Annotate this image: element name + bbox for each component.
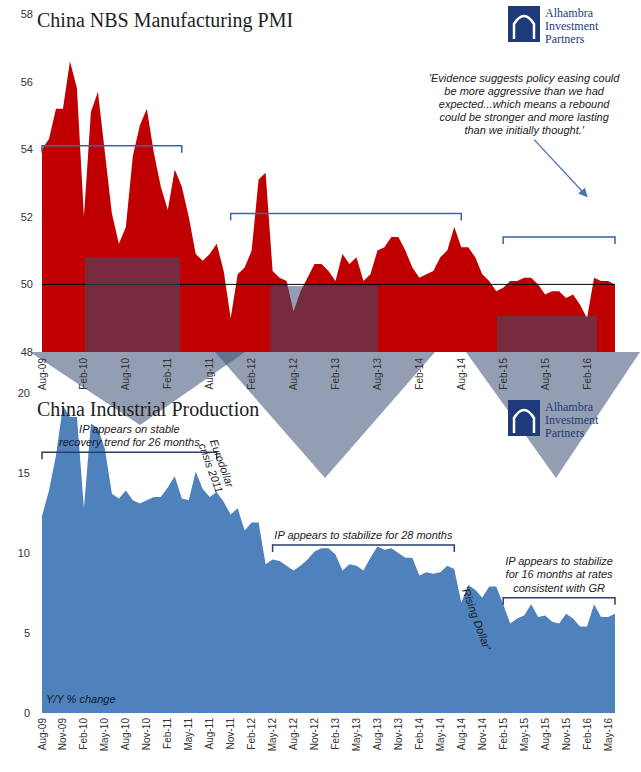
bracket-label: recovery trend for 26 months (59, 436, 200, 448)
x-tick-label: Feb-13 (330, 718, 341, 750)
x-tick-label: Nov-13 (393, 718, 404, 751)
x-tick-label: Nov-09 (57, 718, 68, 751)
chart-title: China Industrial Production (37, 398, 259, 420)
x-tick-label: May-12 (267, 718, 278, 752)
x-tick-label: Aug-10 (120, 718, 131, 751)
y-tick-label: 10 (18, 547, 30, 559)
y-tick-label: 0 (24, 707, 30, 719)
x-tick-label: Feb-14 (414, 358, 425, 390)
x-tick-label: Feb-11 (162, 718, 173, 749)
bracket-label: IP appears to stabilize for 28 months (274, 529, 453, 541)
logo-text: Alhambra (545, 6, 594, 20)
event-label-text: crisis 2011 (197, 442, 226, 495)
y-tick-label: 20 (18, 387, 30, 399)
logo-mark (508, 400, 540, 436)
logo-text: Investment (545, 19, 599, 33)
x-tick-label: Nov-15 (561, 718, 572, 751)
x-tick-label: Aug-14 (456, 358, 467, 391)
chart-canvas: 485052545658Aug-09Feb-10Aug-10Feb-11Aug-… (0, 0, 641, 772)
decoration-layer (30, 140, 640, 605)
x-tick-label: Aug-12 (288, 718, 299, 751)
annotation: expected...which means a rebound (439, 98, 610, 110)
x-tick-label: Aug-15 (540, 358, 551, 391)
logo-text: Alhambra (545, 400, 594, 414)
x-tick-label: Nov-12 (309, 718, 320, 751)
text-layer: 485052545658Aug-09Feb-10Aug-10Feb-11Aug-… (18, 6, 621, 751)
x-tick-label: Aug-09 (37, 358, 48, 391)
x-tick-label: Nov-10 (141, 718, 152, 751)
x-tick-label: May-13 (351, 718, 362, 752)
bracket-label: for 16 months at rates (506, 568, 613, 580)
y-tick-label: 50 (21, 278, 33, 290)
bracket (273, 545, 455, 552)
link-arrow (215, 286, 435, 478)
logo-text: Partners (545, 426, 585, 440)
bracket (503, 237, 615, 244)
event-label: 'Rising Dollar' (459, 585, 493, 652)
link-arrow (466, 316, 640, 478)
y-tick-label: 52 (21, 211, 33, 223)
x-tick-label: Feb-10 (78, 718, 89, 750)
x-tick-label: Feb-15 (498, 358, 509, 390)
y-tick-label: 5 (24, 627, 30, 639)
logo-arch (514, 16, 534, 39)
annotation: be more aggressive than we had (444, 85, 604, 97)
x-tick-label: May-14 (435, 718, 446, 752)
event-label-text: 'Rising Dollar' (459, 585, 493, 652)
x-tick-label: May-16 (603, 718, 614, 752)
x-tick-label: Nov-11 (225, 718, 236, 750)
y-tick-label: 15 (18, 467, 30, 479)
x-tick-label: Feb-16 (582, 718, 593, 750)
x-tick-label: Feb-15 (498, 718, 509, 750)
x-tick-label: Feb-12 (246, 358, 257, 390)
annotation: could be stronger and more lasting (439, 111, 609, 123)
annotation-arrow (534, 140, 587, 197)
y-tick-label: 58 (21, 8, 33, 20)
bracket (42, 146, 182, 153)
x-tick-label: Feb-13 (330, 358, 341, 390)
axis-label: Y/Y % change (46, 693, 116, 705)
logo: AlhambraInvestmentPartners (508, 400, 599, 440)
x-tick-label: May-10 (99, 718, 110, 752)
logo-arch (514, 410, 534, 433)
bracket (42, 452, 217, 459)
x-tick-label: Nov-14 (477, 718, 488, 751)
x-tick-label: Aug-11 (204, 718, 215, 750)
logo-text: Investment (545, 413, 599, 427)
bracket (503, 598, 615, 605)
x-tick-label: May-11 (183, 718, 194, 751)
annotation: 'Evidence suggests policy easing could (429, 72, 620, 84)
x-tick-label: Aug-14 (456, 718, 467, 751)
x-tick-label: Feb-11 (162, 358, 173, 389)
annotation: than we initially thought.' (464, 124, 584, 136)
x-tick-label: Aug-12 (288, 358, 299, 391)
bracket-label: consistent with GR (513, 582, 605, 594)
y-tick-label: 54 (21, 143, 33, 155)
x-tick-label: Feb-12 (246, 718, 257, 750)
event-label: Eurodollarcrisis 2011 (197, 438, 237, 495)
x-tick-label: Aug-15 (540, 718, 551, 751)
y-tick-label: 48 (21, 346, 33, 358)
logo: AlhambraInvestmentPartners (508, 6, 599, 46)
bracket-label: IP appears to stabilize (505, 555, 613, 567)
y-tick-label: 56 (21, 76, 33, 88)
bracket-label: IP appears on stable (79, 423, 180, 435)
chart-title: China NBS Manufacturing PMI (37, 9, 293, 32)
x-tick-label: Aug-09 (37, 718, 48, 751)
x-tick-label: Feb-10 (78, 358, 89, 390)
x-tick-label: Aug-13 (372, 358, 383, 391)
logo-text: Partners (545, 32, 585, 46)
x-tick-label: Feb-14 (414, 718, 425, 750)
x-tick-label: Feb-16 (582, 358, 593, 390)
x-tick-label: Aug-13 (372, 718, 383, 751)
x-tick-label: Aug-10 (120, 358, 131, 391)
x-tick-label: May-15 (519, 718, 530, 752)
bracket (231, 213, 462, 220)
x-tick-label: Aug-11 (204, 358, 215, 390)
logo-mark (508, 6, 540, 42)
